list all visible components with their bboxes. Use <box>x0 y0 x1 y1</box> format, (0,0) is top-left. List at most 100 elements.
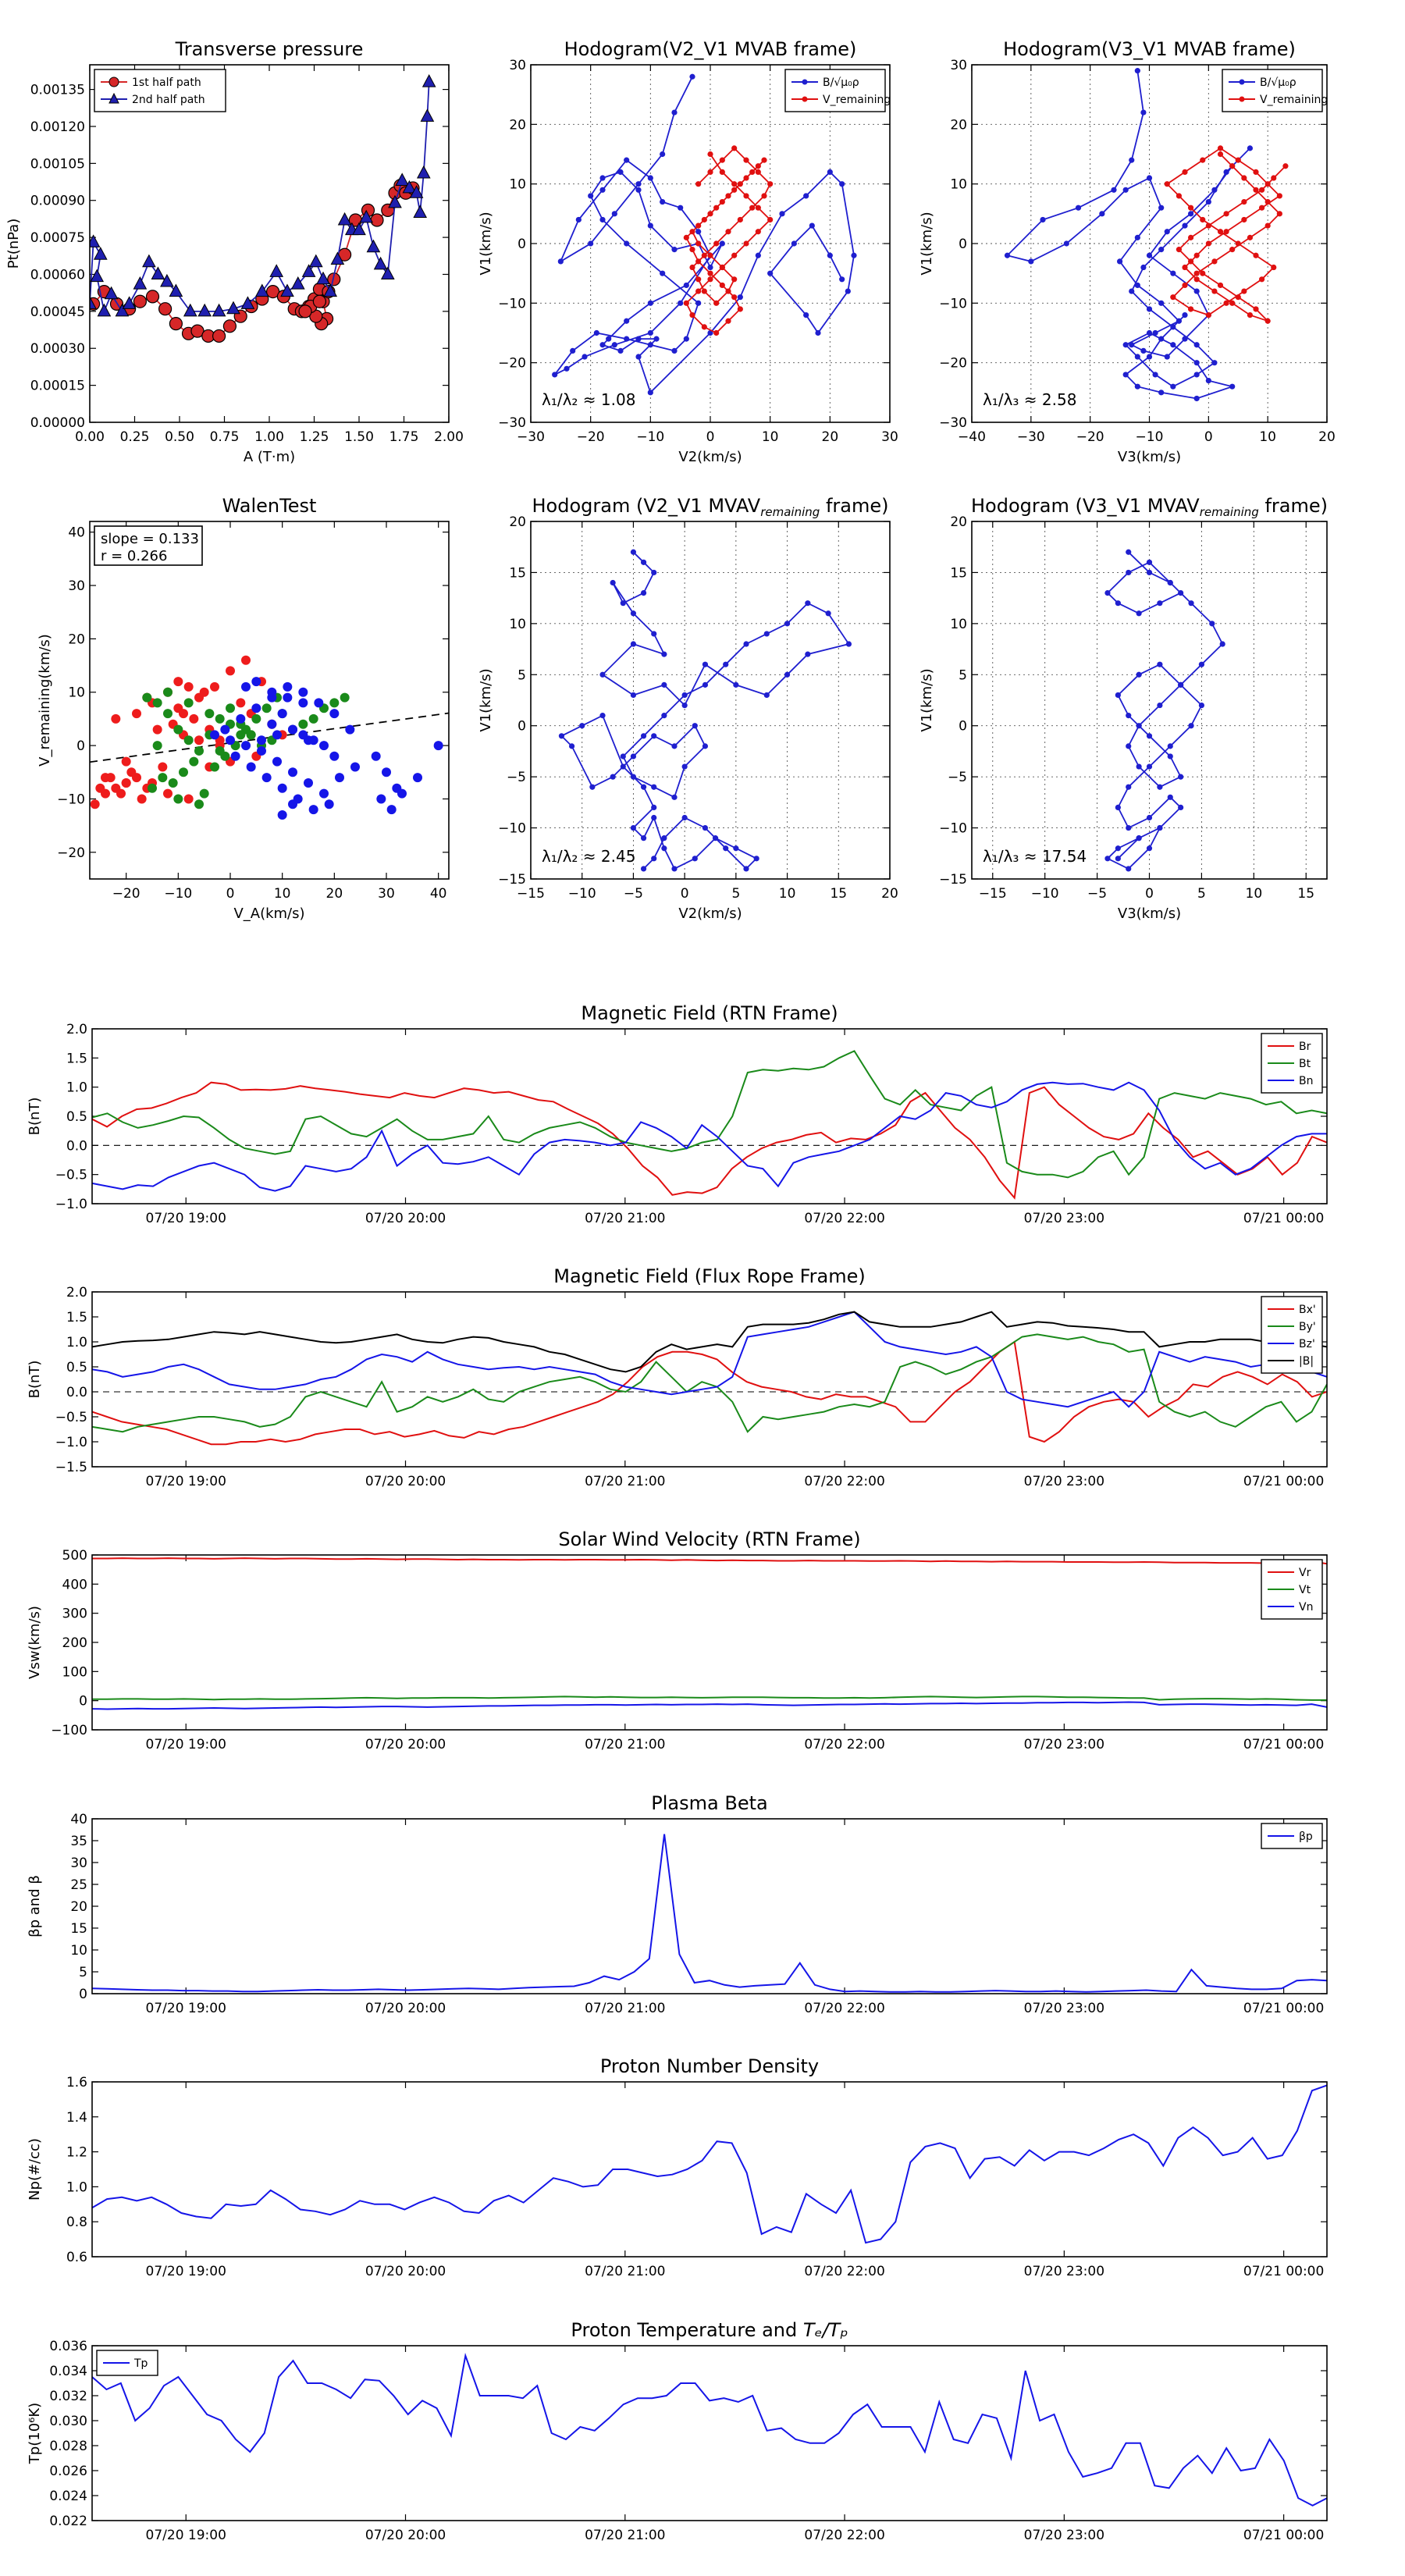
y-tick-label: 20 <box>950 117 967 133</box>
plot-area <box>1004 68 1289 402</box>
x-tick-label: −20 <box>1076 429 1104 445</box>
scatter-point-red <box>199 687 209 697</box>
x-tick-label: 1.75 <box>389 429 419 445</box>
data-marker-dot <box>1241 288 1247 294</box>
legend-label: Bn <box>1299 1075 1313 1087</box>
data-marker-dot <box>712 835 719 841</box>
data-marker-dot <box>1152 372 1158 378</box>
data-marker-dot <box>1129 288 1135 294</box>
y-tick-label: 200 <box>62 1635 87 1651</box>
data-marker-dot <box>1146 175 1153 181</box>
data-marker-dot <box>1217 282 1224 289</box>
legend: Tp <box>96 2350 158 2376</box>
data-marker-dot <box>689 229 695 235</box>
scatter-point-red <box>126 767 137 777</box>
x-tick-label: 0 <box>1204 429 1213 445</box>
scatter-point-blue <box>246 762 256 772</box>
legend: B/√μ₀ρ V_remaining <box>784 69 891 112</box>
data-marker-dot <box>1193 372 1200 378</box>
y-tick-label: 25 <box>70 1877 87 1893</box>
data-marker-dot <box>630 610 637 617</box>
data-marker-dot <box>743 866 749 872</box>
data-marker-dot <box>651 814 657 821</box>
scatter-point-red <box>137 794 147 804</box>
data-marker-dot <box>707 270 713 276</box>
scatter-point-red <box>111 713 121 724</box>
data-marker-dot <box>845 641 852 647</box>
x-tick-label: 07/21 00:00 <box>1243 2001 1324 2016</box>
scatter-point-blue <box>272 730 282 740</box>
data-marker-dot <box>1282 163 1289 169</box>
data-marker-dot <box>725 229 731 235</box>
data-marker-triangle <box>416 165 431 179</box>
legend-label: Tp <box>133 2357 148 2370</box>
y-tick-label: 10 <box>509 617 526 632</box>
data-marker-dot <box>1182 264 1188 271</box>
legend-box <box>784 69 886 112</box>
data-marker-dot <box>731 181 738 187</box>
data-marker-dot <box>630 692 637 699</box>
legend-label: V_remaining <box>823 94 891 106</box>
y-tick-label: −20 <box>498 356 526 372</box>
data-marker-dot <box>1170 342 1176 348</box>
x-tick-label: 2.00 <box>434 429 464 445</box>
y-tick-label: 0.030 <box>49 2414 87 2429</box>
scatter-point-blue <box>433 741 443 751</box>
data-marker-dot <box>1176 193 1183 199</box>
legend-label: Bx' <box>1299 1304 1316 1316</box>
panel-title: Magnetic Field (Flux Rope Frame) <box>553 1265 865 1287</box>
legend-marker <box>108 76 119 87</box>
data-marker-triangle <box>366 239 381 253</box>
x-tick-label: 07/20 19:00 <box>146 2264 226 2279</box>
data-marker-dot <box>1146 845 1153 852</box>
scatter-point-blue <box>319 788 329 799</box>
data-marker-dot <box>1158 300 1165 306</box>
panel-title: Hodogram(V2_V1 MVAB frame) <box>564 38 857 60</box>
series-line-βp <box>92 1834 1327 1993</box>
scatter-point-blue <box>288 767 297 777</box>
data-marker-dot <box>606 336 612 342</box>
panel-title: Hodogram (V2_V1 MVAVremaining frame) <box>532 495 889 519</box>
series-line-Vr <box>92 1557 1327 1565</box>
data-marker-dot <box>1136 723 1142 729</box>
data-marker-dot <box>1126 569 1132 576</box>
scatter-point-blue <box>283 692 293 703</box>
data-marker-dot <box>1193 252 1200 258</box>
x-tick-label: 40 <box>430 886 447 902</box>
plot-area <box>92 1311 1327 1446</box>
y-tick-label: 1.5 <box>66 1310 87 1325</box>
data-marker-dot <box>1170 294 1176 301</box>
data-marker-dot <box>617 169 624 175</box>
y-tick-label: 0.024 <box>49 2489 87 2504</box>
data-marker-dot <box>593 329 599 336</box>
panel-h3: −15 −10 −5 0 5 10 15 20 −15 −10 −5 0 5 10 15 20 Hodogram… <box>478 495 898 922</box>
data-marker-dot <box>630 641 637 647</box>
data-marker-dot <box>755 252 761 258</box>
y-tick-label: 0.036 <box>49 2339 87 2354</box>
scatter-point-red <box>189 713 199 724</box>
scatter-point-blue <box>304 777 313 788</box>
data-marker-circle <box>133 294 147 308</box>
y-tick-label: 30 <box>509 58 526 73</box>
legend-label: Br <box>1299 1041 1311 1053</box>
y-axis-label: Np(#/cc) <box>27 2138 43 2201</box>
scatter-point-blue <box>272 756 282 767</box>
data-marker-dot <box>599 175 606 181</box>
legend-marker <box>802 79 808 85</box>
data-marker-dot <box>630 753 637 760</box>
series-line-Bz' <box>92 1311 1327 1408</box>
y-tick-label: 5 <box>518 667 526 683</box>
x-tick-label: 07/20 22:00 <box>804 1474 884 1489</box>
data-marker-dot <box>737 306 743 312</box>
y-tick-label: 15 <box>509 565 526 581</box>
legend-label: 1st half path <box>132 76 201 89</box>
data-marker-dot <box>1115 845 1121 852</box>
x-tick-label: 07/20 19:00 <box>146 1211 226 1226</box>
data-marker-dot <box>1276 193 1282 199</box>
data-marker-dot <box>1122 187 1129 193</box>
data-marker-dot <box>1157 824 1163 831</box>
x-tick-label: 07/20 23:00 <box>1024 1737 1104 1752</box>
x-tick-label: −40 <box>958 429 986 445</box>
data-marker-triangle <box>388 194 402 208</box>
scatter-point-red <box>173 677 183 687</box>
